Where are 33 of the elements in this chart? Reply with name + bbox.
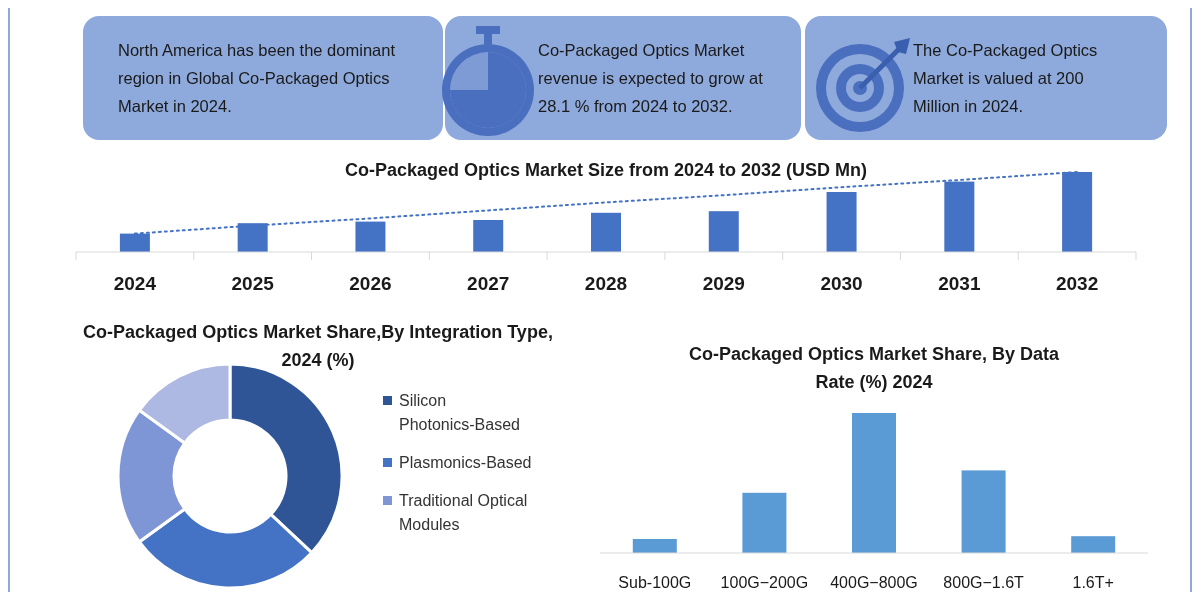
bar [826, 192, 857, 252]
x-tick-label: Sub-100G [618, 574, 692, 591]
bar [742, 492, 787, 553]
text: North America has been the dominant region in Global Co-Packaged Optics Market in 2024. [118, 41, 396, 115]
x-tick-label: 2028 [584, 273, 628, 294]
legend-label: Silicon Photonics-Based [399, 392, 520, 433]
text: The Co-Packaged Optics Market is valued at 200 Million in 2024. [913, 41, 1098, 115]
chart-title: Co-Packaged Optics Market Size from 2024 to 2032 (USD Mn) [344, 160, 868, 180]
x-tick-label: 800G−1.6T [943, 574, 1025, 591]
bar [473, 220, 504, 252]
bar [591, 212, 621, 252]
bar [852, 413, 896, 553]
legend-label: Plasmonics-Based [399, 454, 532, 471]
text: Co-Packaged Optics Market revenue is expected to grow at 28.1 % from 2024 to 2032. [538, 41, 764, 115]
x-tick-label: 2027 [467, 273, 510, 294]
x-tick-label: 2030 [820, 273, 863, 294]
x-tick-label: 2032 [1055, 273, 1099, 294]
chart-title: Co-Packaged Optics Market Share,By Integration Type, 2024 (%) [83, 322, 553, 370]
bar [961, 470, 1006, 553]
x-tick-label: 2026 [349, 273, 392, 294]
x-tick-label: 2031 [938, 273, 981, 294]
bar [708, 211, 739, 252]
bar [632, 539, 677, 553]
x-tick-label: 100G−200G [720, 574, 809, 591]
bar [355, 221, 386, 252]
x-tick-label: 2025 [231, 273, 275, 294]
x-tick-label: 2024 [113, 273, 157, 294]
x-tick-label: 2029 [702, 273, 745, 294]
x-tick-label: 1.6T+ [1072, 574, 1114, 591]
bar [1071, 536, 1116, 553]
chart-title: Co-Packaged Optics Market Share, By Data Rate (%) 2024 [688, 344, 1061, 392]
x-tick-label: 400G−800G [830, 574, 918, 591]
legend-label: Traditional Optical Modules [399, 492, 528, 533]
